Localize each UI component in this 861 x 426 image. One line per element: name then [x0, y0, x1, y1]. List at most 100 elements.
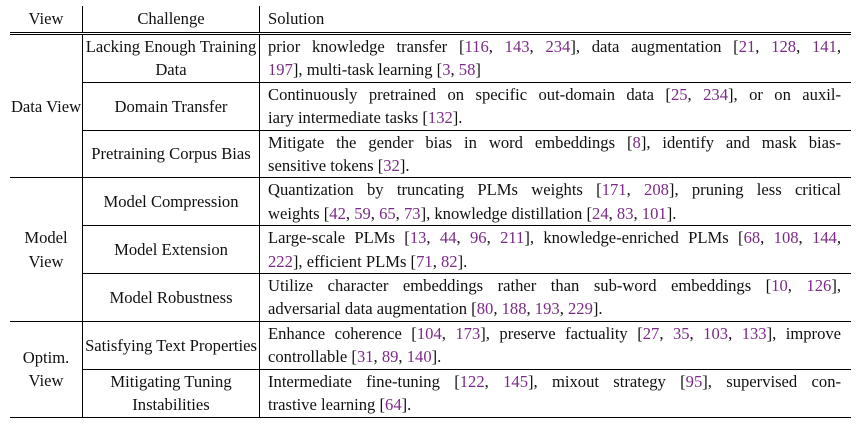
citation-link[interactable]: 133: [741, 323, 767, 343]
challenge-cell: Domain Transfer: [82, 82, 260, 131]
citation-link[interactable]: 71: [416, 251, 433, 271]
solution-line: controllable [31, 89, 140].: [268, 345, 841, 368]
solution-line: sensitive tokens [32].: [268, 154, 841, 177]
solution-text: Continuously pretrained on specific out-…: [268, 84, 671, 104]
solution-text: ,: [486, 228, 501, 248]
citation-link[interactable]: 144: [812, 228, 837, 248]
citation-link[interactable]: 95: [685, 371, 703, 391]
citation-link[interactable]: 193: [534, 299, 560, 319]
citation-link[interactable]: 25: [670, 84, 688, 104]
solution-text: ], preserve factuality [: [480, 323, 643, 343]
solution-text: sensitive tokens [: [268, 156, 384, 176]
solution-text: ,: [836, 228, 842, 248]
solution-text: ,: [488, 37, 505, 56]
citation-link[interactable]: 101: [641, 203, 667, 223]
citation-link[interactable]: 27: [642, 323, 660, 343]
citation-link[interactable]: 234: [703, 84, 728, 104]
citation-link[interactable]: 24: [592, 203, 609, 223]
citation-link[interactable]: 83: [616, 203, 634, 223]
solution-text: ,: [659, 323, 673, 343]
solution-text: ].: [452, 108, 463, 128]
citation-link[interactable]: 65: [379, 203, 396, 223]
citation-link[interactable]: 145: [503, 371, 528, 391]
solution-text: ], data augmentation [: [570, 37, 739, 56]
citation-link[interactable]: 143: [504, 37, 530, 56]
citation-link[interactable]: 35: [672, 323, 690, 343]
citation-link[interactable]: 188: [501, 299, 527, 319]
solution-cell: Utilize character embeddings rather than…: [259, 273, 851, 322]
solution-cell: Large-scale PLMs [13, 44, 96, 211], know…: [259, 225, 851, 275]
citation-link[interactable]: 173: [455, 323, 481, 343]
solution-text: prior knowledge transfer [: [268, 37, 465, 56]
citation-link[interactable]: 82: [440, 251, 458, 271]
citation-link[interactable]: 122: [459, 371, 485, 391]
citation-link[interactable]: 3: [442, 60, 451, 80]
solution-text: ], efficient PLMs [: [292, 251, 417, 271]
solution-text: Utilize character embeddings rather than…: [268, 276, 772, 296]
citation-link[interactable]: 116: [464, 37, 489, 56]
citation-link[interactable]: 21: [738, 37, 756, 56]
solution-text: ,: [526, 299, 535, 319]
citation-link[interactable]: 89: [381, 347, 399, 367]
solution-text: ].: [666, 203, 677, 223]
citation-link[interactable]: 44: [439, 228, 457, 248]
citation-link[interactable]: 104: [416, 323, 442, 343]
citation-link[interactable]: 208: [644, 180, 669, 200]
survey-table: View Challenge Solution Data View Lacking…: [10, 6, 851, 418]
citation-link[interactable]: 32: [383, 156, 400, 176]
challenge-cell: Model Extension: [82, 225, 260, 275]
header-challenge: Challenge: [82, 6, 260, 35]
citation-link[interactable]: 108: [773, 228, 799, 248]
citation-link[interactable]: 13: [409, 228, 427, 248]
citation-link[interactable]: 222: [268, 251, 293, 271]
table-row: Optim. View Satisfying Text Properties Enh…: [10, 320, 851, 418]
solution-text: ,: [395, 203, 404, 223]
solution-text: ,: [760, 228, 774, 248]
table-row: Model Extension Large-scale PLMs [13, 44,…: [10, 225, 851, 275]
solution-line: 222], efficient PLMs [71, 82].: [268, 250, 841, 273]
solution-text: ,: [450, 60, 459, 80]
citation-link[interactable]: 58: [458, 60, 476, 80]
citation-link[interactable]: 80: [476, 299, 494, 319]
citation-link[interactable]: 211: [500, 228, 525, 248]
solution-text: ,: [529, 37, 546, 56]
citation-link[interactable]: 197: [268, 60, 293, 80]
citation-link[interactable]: 10: [771, 276, 788, 296]
citation-link[interactable]: 126: [806, 276, 832, 296]
solution-text: ,: [493, 299, 502, 319]
solution-line: Continuously pretrained on specific out-…: [268, 83, 841, 106]
solution-text: ,: [798, 228, 813, 248]
solution-text: ,: [755, 37, 772, 56]
challenge-cell: Model Robustness: [82, 273, 260, 322]
solution-line: Utilize character embeddings rather than…: [268, 274, 841, 297]
citation-link[interactable]: 64: [385, 395, 402, 415]
solution-text: ,: [689, 323, 704, 343]
citation-link[interactable]: 73: [403, 203, 421, 223]
citation-link[interactable]: 234: [545, 37, 571, 56]
citation-link[interactable]: 128: [771, 37, 797, 56]
solution-text: ,: [687, 84, 704, 104]
citation-link[interactable]: 140: [406, 347, 432, 367]
citation-link[interactable]: 171: [601, 180, 627, 200]
citation-link[interactable]: 103: [703, 323, 729, 343]
citation-link[interactable]: 96: [469, 228, 487, 248]
solution-line: Enhance coherence [104, 173], preserve f…: [268, 322, 841, 345]
solution-text: ], or on auxil-: [728, 84, 841, 104]
citation-link[interactable]: 132: [427, 108, 453, 128]
solution-text: ,: [345, 203, 355, 223]
solution-text: ].: [431, 347, 442, 367]
solution-text: ,: [728, 323, 742, 343]
solution-text: ,: [626, 180, 645, 200]
citation-link[interactable]: 31: [356, 347, 374, 367]
citation-link[interactable]: 229: [567, 299, 593, 319]
citation-link[interactable]: 141: [811, 37, 837, 56]
solution-text: ,: [441, 323, 456, 343]
citation-link[interactable]: 8: [632, 132, 641, 152]
solution-text: ,: [456, 228, 470, 248]
solution-text: Quantization by truncating PLMs weights …: [268, 180, 602, 200]
citation-link[interactable]: 59: [354, 203, 371, 223]
view-cell: Optim. View: [10, 320, 83, 418]
citation-link[interactable]: 68: [743, 228, 761, 248]
solution-text: ,: [484, 371, 504, 391]
citation-link[interactable]: 42: [329, 203, 346, 223]
